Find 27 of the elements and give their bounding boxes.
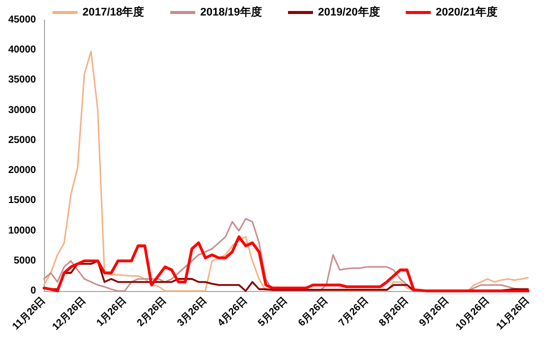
y-tick-label: 45000: [8, 14, 36, 26]
x-tick-label: 11月26日: [10, 295, 48, 332]
x-tick-label: 2月26日: [135, 295, 169, 329]
y-tick-label: 20000: [8, 165, 36, 176]
legend-label: 2018/19年度: [200, 6, 262, 18]
y-tick-label: 15000: [8, 195, 36, 206]
x-tick-label: 7月26日: [336, 295, 371, 329]
legend-label: 2017/18年度: [82, 6, 144, 18]
y-tick-label: 5000: [14, 255, 36, 266]
y-tick-label: 35000: [8, 74, 36, 86]
x-tick-label: 1月26日: [94, 295, 129, 329]
y-tick-label: 10000: [8, 225, 36, 236]
x-tick-label: 12月26日: [50, 295, 88, 333]
x-tick-label: 10月26日: [454, 295, 492, 333]
y-tick-label: 25000: [8, 134, 36, 146]
x-tick-label: 9月26日: [418, 295, 452, 329]
x-tick-label: 4月26日: [216, 295, 250, 329]
legend-label: 2020/21年度: [436, 6, 498, 18]
x-tick-label: 8月26日: [377, 295, 411, 329]
y-tick-label: 40000: [8, 44, 36, 56]
legend-label: 2019/20年度: [318, 6, 380, 18]
x-tick-label: 11月26日: [494, 295, 532, 332]
x-tick-label: 5月26日: [256, 295, 290, 329]
y-tick-label: 30000: [8, 104, 36, 116]
y-tick-label: 0: [30, 286, 36, 296]
x-tick-label: 3月26日: [176, 295, 210, 329]
x-tick-label: 6月26日: [296, 295, 330, 329]
